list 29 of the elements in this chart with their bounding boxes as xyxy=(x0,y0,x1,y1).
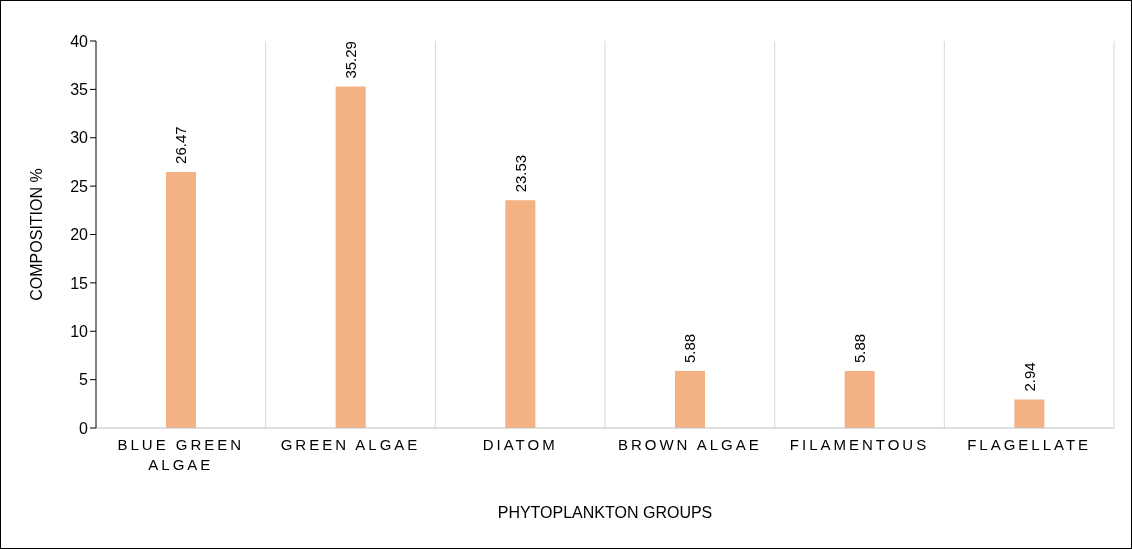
y-tick-label: 15 xyxy=(70,274,89,292)
bar xyxy=(1014,399,1045,428)
y-tick-label: 30 xyxy=(70,129,89,147)
x-tick-label: GREEN ALGAE xyxy=(280,436,421,453)
data-label: 5.88 xyxy=(851,333,869,364)
data-label: 35.29 xyxy=(342,41,360,79)
y-axis-title: COMPOSITION % xyxy=(27,168,45,301)
bar xyxy=(166,171,196,428)
x-tick-label: FLAGELLATE xyxy=(967,436,1092,453)
bar xyxy=(335,86,366,428)
data-label: 2.94 xyxy=(1020,362,1038,392)
bar xyxy=(844,371,875,428)
bar xyxy=(675,371,705,428)
data-label: 23.53 xyxy=(511,154,529,193)
data-label: 5.88 xyxy=(681,333,699,364)
y-tick-label: 25 xyxy=(70,177,89,195)
data-label: 26.47 xyxy=(172,126,190,164)
y-tick-label: 35 xyxy=(70,81,89,99)
y-tick-label: 0 xyxy=(79,419,89,437)
x-tick-label: BLUE GREEN ALGAE xyxy=(117,436,245,473)
x-tick-label: DIATOM xyxy=(482,436,558,453)
x-axis-title: PHYTOPLANKTON GROUPS xyxy=(497,504,713,521)
x-tick-label: BROWN ALGAE xyxy=(617,436,762,453)
y-tick-label: 20 xyxy=(70,226,89,244)
x-tick-label: FILAMENTOUS xyxy=(789,436,930,453)
y-tick-label: 10 xyxy=(70,322,89,340)
y-tick-label: 40 xyxy=(70,32,89,50)
y-tick-label: 5 xyxy=(79,371,89,389)
bar xyxy=(505,200,536,428)
